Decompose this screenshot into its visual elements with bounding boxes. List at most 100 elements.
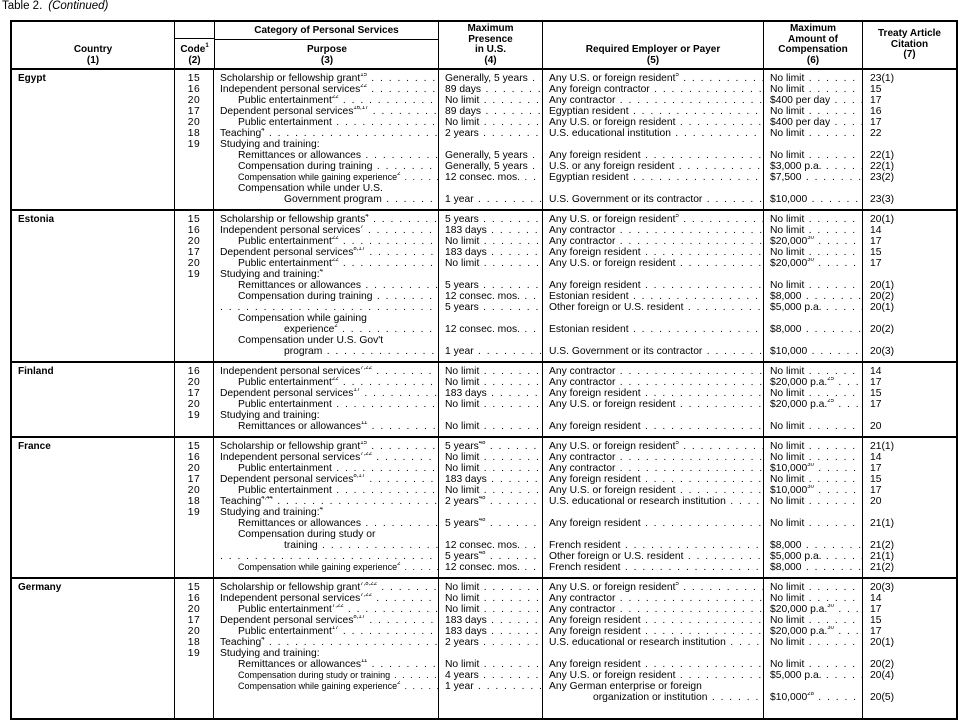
amount-column: No limitNo limit$20,000 p.a.30No limit$2… [763,579,862,718]
employer-cell: Any U.S. or foreign resident5 [543,214,763,225]
amount-text: No limit [770,280,805,291]
presence-text: 2 years [445,496,479,507]
presence-cell [439,269,542,280]
presence-text: 183 days [445,474,487,485]
amount-cell: No limit [764,150,862,161]
employer-text: Any contractor [549,452,616,463]
code-cell: 19 [187,648,201,659]
footnote-ref: 7,22 [331,604,344,609]
presence-text: 183 days [445,247,487,258]
presence-text: No limit [445,582,480,593]
citation-cell: 20(3) [863,346,956,357]
code-cell [175,172,213,183]
presence-cell: 1 year [439,681,542,692]
citation-text: 17 [870,236,882,247]
purpose-cell: training [214,540,438,551]
purpose-cell: Public entertainment [214,399,438,410]
presence-cell: 183 days [439,626,542,637]
presence-cell: 2 years [439,128,542,139]
presence-cell: 5 years48 [439,518,542,529]
employer-text: Any contractor [549,463,616,474]
citation-text: 15 [870,247,882,258]
amount-cell: No limit [764,496,862,507]
employer-cell: Any contractor [543,463,763,474]
employer-text: organization or institution [593,692,708,703]
employer-cell: organization or institution [543,692,763,703]
citation-text: 17 [870,463,882,474]
amount-text: No limit [770,225,805,236]
country-name [12,194,174,205]
code-cell: 19 [187,507,201,518]
citation-cell: 23(1) [863,73,956,84]
employer-cell: U.S. educational institution [543,128,763,139]
presence-text: 1 year [445,346,474,357]
employer-text: Any U.S. or foreign resident [549,441,676,452]
employer-cell: Any foreign resident [543,388,763,399]
employer-text: Egyptian resident [549,106,629,117]
amount-text: No limit [770,247,805,258]
citation-text: 14 [870,452,882,463]
citation-cell: 20(2) [863,291,956,302]
amount-cell: $10,00030 [764,485,862,496]
citation-column: 20(1) 14 17 15 17 20(1) 20(2) 20(1) 20(2) 20(3) [862,211,956,361]
citation-cell: 17 [863,117,956,128]
purpose-text: Independent personal services [220,593,361,604]
presence-cell: No limit [439,582,542,593]
footnote-ref: 7,22 [360,452,372,457]
employer-text: U.S. or any foreign resident [549,161,675,172]
amount-cell: $20,000 p.a.30 [764,626,862,637]
footnote-ref: 15 [360,441,367,446]
employer-text: Any U.S. or foreign resident [549,670,676,681]
employer-text: Any contractor [549,593,616,604]
purpose-text: Public entertainment [238,117,332,128]
citation-cell: 20(1) [863,302,956,313]
country-name [12,172,174,183]
employer-text: French resident [549,562,621,573]
purpose-cell: Teaching4 [214,637,438,648]
employer-text: U.S. Government or its contractor [549,346,703,357]
presence-cell: 12 consec. mos. [439,540,542,551]
amount-cell [764,139,862,150]
code-cell [175,161,213,172]
country-column: Estonia [12,211,174,361]
employer-text: U.S. Government or its contractor [549,194,703,205]
presence-cell: No limit [439,366,542,377]
purpose-text: Compensation while under U.S. [238,183,383,194]
citation-cell [863,529,956,540]
footnote-ref: 5 [675,214,679,219]
citation-text: 14 [870,225,882,236]
country-section-egypt: Egypt 15 16 20 17 20 18 19 Scholarship or fellow… [12,70,956,211]
amount-text: No limit [770,615,805,626]
purpose-cell: Independent personal services7,22 [214,452,438,463]
presence-text: 4 years [445,670,479,681]
footnote-ref: 30 [807,485,814,490]
amount-cell: No limit [764,225,862,236]
footnote-ref: 4,44 [261,496,273,501]
purpose-text: Teaching [220,496,262,507]
employer-text: Any U.S. or foreign resident [549,485,676,496]
code-cell: 17 [187,106,201,117]
country-name [12,593,174,604]
country-name [12,258,174,269]
code-cell: 16 [187,366,201,377]
presence-cell: 5 years [439,302,542,313]
purpose-text: Public entertainment [238,604,332,615]
purpose-cell: Studying and training: [214,648,438,659]
country-section-france: France 15 16 20 17 20 18 19 Scholarship or fello… [12,438,956,579]
footnote-ref: 22 [331,95,339,100]
purpose-text: Scholarship or fellowship grant [220,73,361,84]
purpose-text: Compensation while gaining experience [238,172,398,182]
country-name [12,247,174,258]
employer-cell [543,269,763,280]
code-cell [175,302,213,313]
citation-text: 22(1) [870,161,895,172]
footnote-ref: 22 [360,84,367,89]
purpose-cell: Public entertainment [214,117,438,128]
code-cell: 15 [187,214,201,225]
citation-cell: 14 [863,452,956,463]
purpose-text: Compensation during study or [238,529,376,540]
amount-text: No limit [770,366,805,377]
caption-continued: (Continued) [48,0,109,12]
amount-column: No limitNo limit$20,00030No limit$20,000… [763,211,862,361]
amount-text: $5,000 p.a. [770,302,822,313]
